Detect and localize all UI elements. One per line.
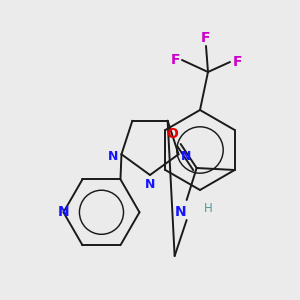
Text: F: F [201,31,211,45]
Text: N: N [145,178,155,191]
Text: O: O [167,127,178,141]
Text: F: F [232,55,242,69]
Text: N: N [181,150,192,163]
Text: F: F [170,53,180,67]
Text: H: H [204,202,213,214]
Text: N: N [58,205,69,219]
Text: N: N [108,150,119,163]
Text: N: N [175,205,187,219]
